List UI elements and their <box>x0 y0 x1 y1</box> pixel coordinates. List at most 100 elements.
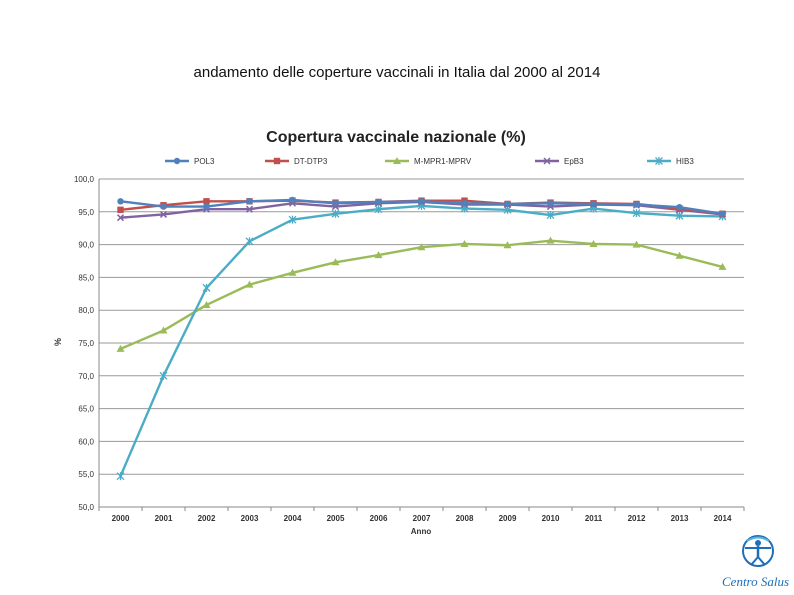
x-axis-ticks: 2000 2001 2002 2003 2004 2005 2006 2007 2008 2009… <box>98 507 745 523</box>
vitruvian-man-icon <box>742 535 774 567</box>
x-tick-label: 2006 <box>370 514 388 523</box>
data-point-dt-dtp3 <box>117 206 124 214</box>
y-axis-label: % <box>53 338 63 346</box>
data-point-epb3 <box>245 205 254 213</box>
x-tick-label: 2005 <box>327 514 345 523</box>
data-point-hib3 <box>202 283 211 292</box>
data-point-hib3 <box>675 211 684 220</box>
chart-series <box>116 196 727 481</box>
x-tick-label: 2001 <box>155 514 173 523</box>
data-point-m-mpr1-mprv <box>589 239 598 247</box>
x-tick-label: 2009 <box>499 514 517 523</box>
data-point-hib3 <box>116 472 125 481</box>
data-point-hib3 <box>288 215 297 224</box>
y-axis-ticks: 50,0 55,0 60,0 65,0 70,0 75,0 80,0 85,0 90,0 95,0… <box>74 175 95 512</box>
slide-title: andamento delle coperture vaccinali in I… <box>193 64 601 81</box>
data-point-m-mpr1-mprv <box>288 268 297 276</box>
legend-label: DT-DTP3 <box>294 157 328 166</box>
data-point-pol3 <box>461 200 468 207</box>
logo-text: Centro Salus <box>722 574 790 589</box>
data-point-pol3 <box>418 198 425 205</box>
data-point-m-mpr1-mprv <box>245 280 254 288</box>
legend-marker <box>543 157 551 165</box>
data-point-hib3 <box>632 209 641 218</box>
data-point-pol3 <box>246 198 253 205</box>
gridlines <box>98 178 744 508</box>
x-tick-label: 2014 <box>714 514 732 523</box>
data-point-m-mpr1-mprv <box>417 243 426 251</box>
legend-label: EpB3 <box>564 157 584 166</box>
x-tick-label: 2003 <box>241 514 259 523</box>
legend-item-pol3: POL3 <box>165 157 215 166</box>
y-tick-label: 100,0 <box>74 175 95 184</box>
x-tick-label: 2002 <box>198 514 216 523</box>
y-tick-label: 80,0 <box>78 306 94 315</box>
data-point-m-mpr1-mprv <box>331 258 340 266</box>
data-point-dt-dtp3 <box>203 198 210 205</box>
data-point-m-mpr1-mprv <box>202 300 211 308</box>
x-tick-label: 2011 <box>585 514 603 523</box>
legend-label: POL3 <box>194 157 215 166</box>
data-point-pol3 <box>332 200 339 207</box>
series-line-m-mpr1-mprv <box>120 239 723 351</box>
data-point-pol3 <box>590 200 597 208</box>
y-tick-label: 50,0 <box>78 503 94 512</box>
legend-label: HIB3 <box>676 157 694 166</box>
data-point-m-mpr1-mprv <box>675 251 684 259</box>
legend-item-dt-dtp3: DT-DTP3 <box>265 157 328 166</box>
legend-marker <box>173 157 181 165</box>
y-tick-label: 60,0 <box>78 437 94 446</box>
legend-marker <box>273 157 281 165</box>
legend-item-epb3: EpB3 <box>535 157 584 166</box>
data-point-pol3 <box>375 198 382 206</box>
x-tick-label: 2013 <box>671 514 689 523</box>
x-axis-label: Anno <box>411 527 432 536</box>
x-tick-label: 2008 <box>456 514 474 523</box>
data-point-m-mpr1-mprv <box>546 236 555 244</box>
legend-label: M-MPR1-MPRV <box>414 157 472 166</box>
data-point-m-mpr1-mprv <box>632 240 641 248</box>
y-tick-label: 75,0 <box>78 339 94 348</box>
data-point-pol3 <box>117 198 124 205</box>
series-pol3 <box>117 196 726 217</box>
data-point-epb3 <box>159 210 168 218</box>
legend-marker <box>393 157 401 164</box>
data-point-pol3 <box>676 204 683 211</box>
data-point-pol3 <box>547 200 554 207</box>
y-tick-label: 85,0 <box>78 273 94 282</box>
data-point-m-mpr1-mprv <box>460 239 469 247</box>
data-point-pol3 <box>633 201 640 208</box>
x-tick-label: 2007 <box>413 514 431 523</box>
x-tick-label: 2010 <box>542 514 560 523</box>
data-point-pol3 <box>504 200 511 208</box>
data-point-hib3 <box>245 237 254 246</box>
data-point-m-mpr1-mprv <box>159 326 168 334</box>
series-hib3 <box>116 201 727 481</box>
series-m-mpr1-mprv <box>116 236 727 352</box>
legend-item-m-mpr1-mprv: M-MPR1-MPRV <box>385 157 472 166</box>
data-point-pol3 <box>719 210 726 217</box>
x-tick-label: 2012 <box>628 514 646 523</box>
legend-item-hib3: HIB3 <box>647 157 694 166</box>
chart-legend: POL3 DT-DTP3 M-MPR1-MPRV EpB3 HIB3 <box>165 157 694 166</box>
data-point-pol3 <box>160 203 167 210</box>
data-point-hib3 <box>374 205 383 214</box>
x-tick-label: 2000 <box>112 514 130 523</box>
data-point-m-mpr1-mprv <box>116 344 125 352</box>
y-tick-label: 90,0 <box>78 241 94 250</box>
y-tick-label: 70,0 <box>78 372 94 381</box>
y-tick-label: 65,0 <box>78 405 94 414</box>
y-tick-label: 55,0 <box>78 470 94 479</box>
data-point-m-mpr1-mprv <box>374 251 383 259</box>
data-point-hib3 <box>546 211 555 220</box>
data-point-pol3 <box>203 203 210 210</box>
data-point-epb3 <box>116 214 125 222</box>
data-point-hib3 <box>159 371 168 380</box>
legend-marker <box>655 157 663 165</box>
y-tick-label: 95,0 <box>78 208 94 217</box>
data-point-hib3 <box>331 209 340 218</box>
chart-title: Copertura vaccinale nazionale (%) <box>266 129 526 146</box>
x-tick-label: 2004 <box>284 514 302 523</box>
data-point-m-mpr1-mprv <box>503 241 512 249</box>
